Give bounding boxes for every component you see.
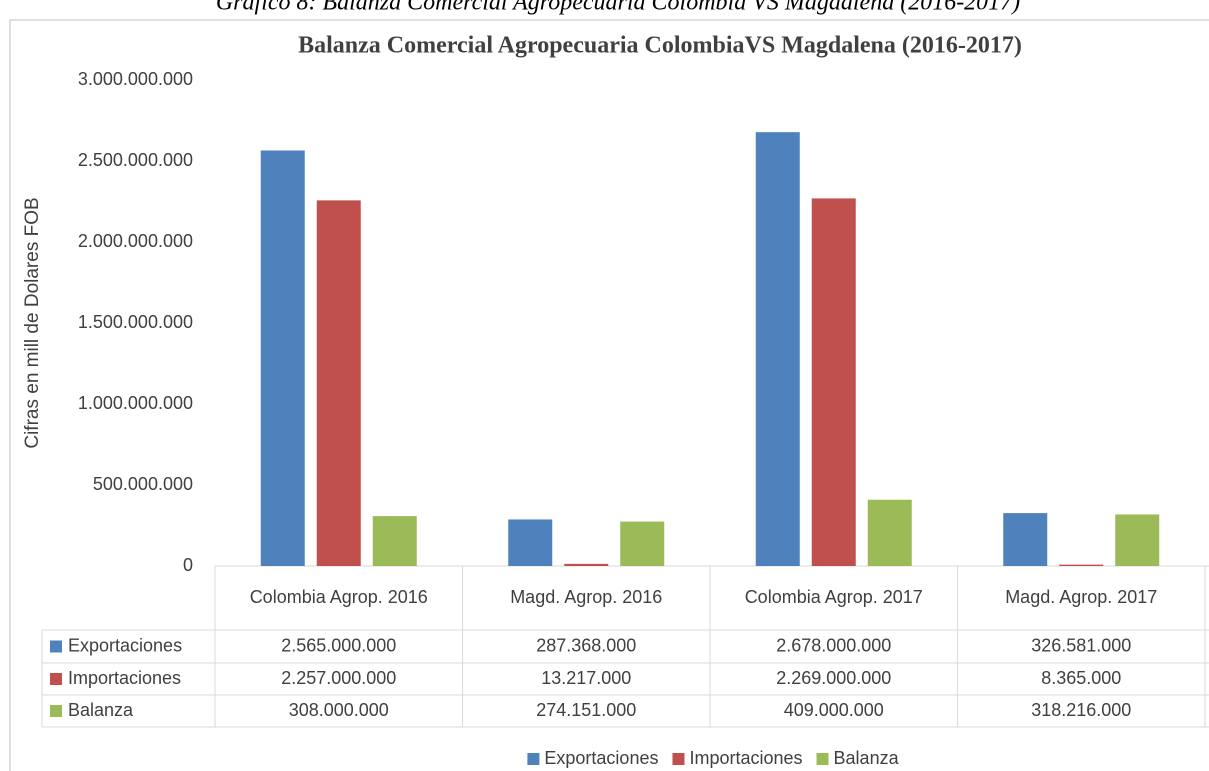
table-cell: 409.000.000 [784, 700, 884, 720]
legend-swatch [672, 753, 685, 765]
chart-title: Balanza Comercial Agropecuaria ColombiaV… [298, 33, 1022, 59]
y-tick-label: 1.500.000.000 [78, 312, 193, 332]
bar [1115, 514, 1160, 566]
bar [508, 519, 553, 566]
y-tick-label: 500.000.000 [93, 474, 193, 494]
y-tick-label: 2.500.000.000 [78, 150, 193, 170]
table-cell: 308.000.000 [289, 700, 389, 720]
table-cell: 287.368.000 [536, 635, 636, 655]
table-legend-swatch [50, 705, 62, 717]
bar [1003, 513, 1048, 566]
legend-label: Balanza [834, 748, 900, 768]
table-cell: 13.217.000 [541, 668, 631, 688]
bar [620, 521, 665, 566]
y-tick-label: 2.000.000.000 [78, 231, 193, 251]
table-legend-swatch [50, 640, 62, 653]
bar [564, 563, 609, 566]
y-tick-label: 1.000.000.000 [78, 393, 193, 413]
table-series-name: Importaciones [68, 668, 181, 688]
legend-swatch [527, 753, 540, 765]
x-tick-label-box: Colombia Agrop. 2016 [249, 587, 428, 608]
y-tick-label: 3.000.000.000 [78, 69, 193, 89]
table-cell: 2.678.000.000 [776, 635, 891, 655]
legend: Exportaciones Importaciones Balanza [527, 748, 900, 768]
table-cell: 2.565.000.000 [281, 635, 396, 655]
x-tick-label-box: Colombia Agrop. 2017 [744, 587, 923, 608]
x-tick-label: Magd. Agrop. 2016 [510, 587, 663, 608]
table-series-name: Balanza [68, 700, 134, 720]
legend-label: Exportaciones [544, 748, 658, 768]
table-cell: 326.581.000 [1031, 635, 1131, 655]
chart-frame [9, 19, 1209, 771]
caption: Gráfico 8: Balanza Comercial Agropecuari… [216, 0, 1020, 16]
table-cell: 318.216.000 [1031, 700, 1131, 720]
legend-swatch [816, 753, 829, 765]
y-tick-label: 0 [183, 555, 193, 575]
table-legend-swatch [50, 673, 62, 685]
table-cell: 8.365.000 [1041, 668, 1121, 688]
bar [755, 132, 800, 566]
y-axis-label: Cifras en mill de Dolares FOB [22, 197, 43, 448]
x-tick-label-box: Magd. Agrop. 2017 [1005, 587, 1158, 608]
bar [811, 198, 856, 566]
x-tick-label-box: Magd. Agrop. 2016 [510, 587, 663, 608]
table-cell: 2.257.000.000 [281, 668, 396, 688]
table-cell: 274.151.000 [536, 700, 636, 720]
table-series-name: Exportaciones [68, 635, 182, 655]
bar [1059, 564, 1104, 566]
bar [260, 150, 305, 566]
bar [316, 200, 361, 566]
table-cell: 2.269.000.000 [776, 668, 891, 688]
x-tick-label: Colombia Agrop. 2017 [744, 587, 923, 608]
x-tick-label: Colombia Agrop. 2016 [249, 587, 428, 608]
legend-label: Importaciones [689, 748, 802, 768]
bar [372, 516, 417, 566]
bar [867, 499, 912, 566]
x-tick-label: Magd. Agrop. 2017 [1005, 587, 1158, 608]
